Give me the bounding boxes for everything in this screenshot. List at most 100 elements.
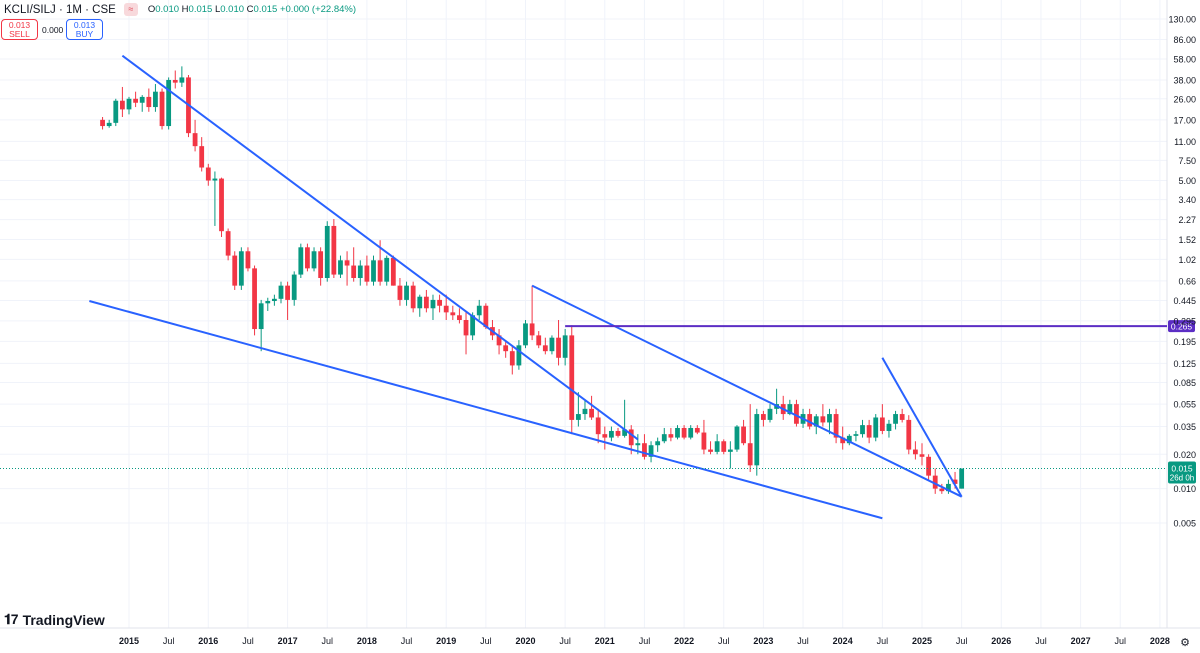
candle [846,434,852,446]
sell-label: SELL [9,29,30,39]
candle-body [648,445,654,457]
candle [701,419,707,455]
candle-body [324,225,330,278]
candle [113,98,119,127]
candle [529,285,535,341]
candle-body [708,449,713,452]
candle-body [562,335,568,358]
candle [747,404,753,472]
candle-body [575,414,581,420]
candlestick-series [100,66,965,494]
candle-body [946,483,951,492]
candle [714,434,720,455]
gear-icon[interactable]: ⚙ [1180,637,1190,649]
candle [536,331,542,349]
candle [351,247,357,282]
sell-button[interactable]: 0.013 SELL [1,19,38,40]
x-tick-label: Jul [401,636,413,646]
candle [549,335,555,355]
candle [741,419,746,446]
price-axis[interactable]: 130.00 86.00 58.00 38.00 26.00 17.00 11.00 7.50… [1168,14,1196,528]
candle [318,247,324,286]
candle [153,84,158,112]
candle [886,419,892,438]
sell-price: 0.013 [8,20,31,30]
x-tick-label: 2022 [674,636,694,646]
level-price-marker [1168,320,1195,333]
buy-button[interactable]: 0.013 BUY [66,19,103,40]
candle-body [503,345,509,352]
candle-body [146,96,152,108]
candle-body [741,426,746,444]
candle-body [450,312,456,316]
candle [721,439,727,455]
candle-body [113,100,119,123]
candle [397,277,403,306]
x-tick-label: 2017 [278,636,298,646]
tradingview-logo[interactable]: 𝟏7 TradingView [4,611,105,628]
candle-body [595,417,601,435]
candle [893,410,898,430]
candle-body [153,91,158,108]
y-tick-label: 38.00 [1173,75,1196,85]
trendlines[interactable] [89,54,963,520]
candle-body [364,265,370,282]
trendline [531,284,963,498]
x-tick-label: Jul [956,636,968,646]
candle [602,426,608,450]
time-axis[interactable]: 2015 Jul 2016 Jul 2017 Jul 2018 Jul 2019 Jul 2020 J… [119,636,1170,646]
candle-body [556,337,561,358]
candle [278,281,284,304]
x-tick-label: Jul [1035,636,1047,646]
candle [675,425,680,440]
tradingview-mark-icon: 𝟏7 [4,611,19,627]
candle [404,281,409,306]
x-tick-label: Jul [163,636,175,646]
candle [562,329,568,366]
candle [622,399,628,438]
candle [833,408,839,444]
candle-body [225,231,231,256]
compare-icon[interactable]: ≈ [123,3,138,16]
candle [708,441,713,455]
candle-body [893,414,898,424]
candle-body [159,91,165,127]
candle [430,294,436,321]
candle-body [331,225,337,275]
countdown-label: 26d 0h [1170,474,1194,483]
x-tick-label: Jul [321,636,333,646]
candle [820,404,826,427]
y-tick-label: 0.085 [1173,378,1196,388]
candle-body [932,475,938,489]
candle-body [833,414,839,438]
candle-body [291,274,297,300]
candle-body [860,425,865,435]
candle-body [476,305,482,316]
candle-body [582,408,588,415]
y-tick-label: 0.125 [1173,359,1196,369]
candle-body [642,443,647,457]
horizontal-level[interactable]: 0.265 [565,320,1195,333]
symbol-title[interactable]: KCLI/SILJ · 1M · CSE [4,3,116,16]
candle [199,137,205,172]
candle [727,441,733,469]
x-tick-label: 2019 [436,636,456,646]
candle-body [311,251,317,269]
candle-body [351,265,357,278]
candle-body [245,251,251,269]
candle [688,425,694,440]
candle-body [668,434,674,438]
candle-body [437,299,442,306]
candle-body [205,167,211,181]
candle [344,251,350,286]
ohlc-values: O0.010 H0.015 L0.010 C0.015 +0.000 (+22.… [147,4,357,15]
candle-body [767,408,773,420]
candle [761,410,766,427]
candle-body [807,414,813,427]
candle-body [846,435,852,444]
candle-body [423,296,429,309]
buy-label: BUY [75,29,94,39]
x-tick-label: 2025 [912,636,932,646]
candle [503,340,509,358]
